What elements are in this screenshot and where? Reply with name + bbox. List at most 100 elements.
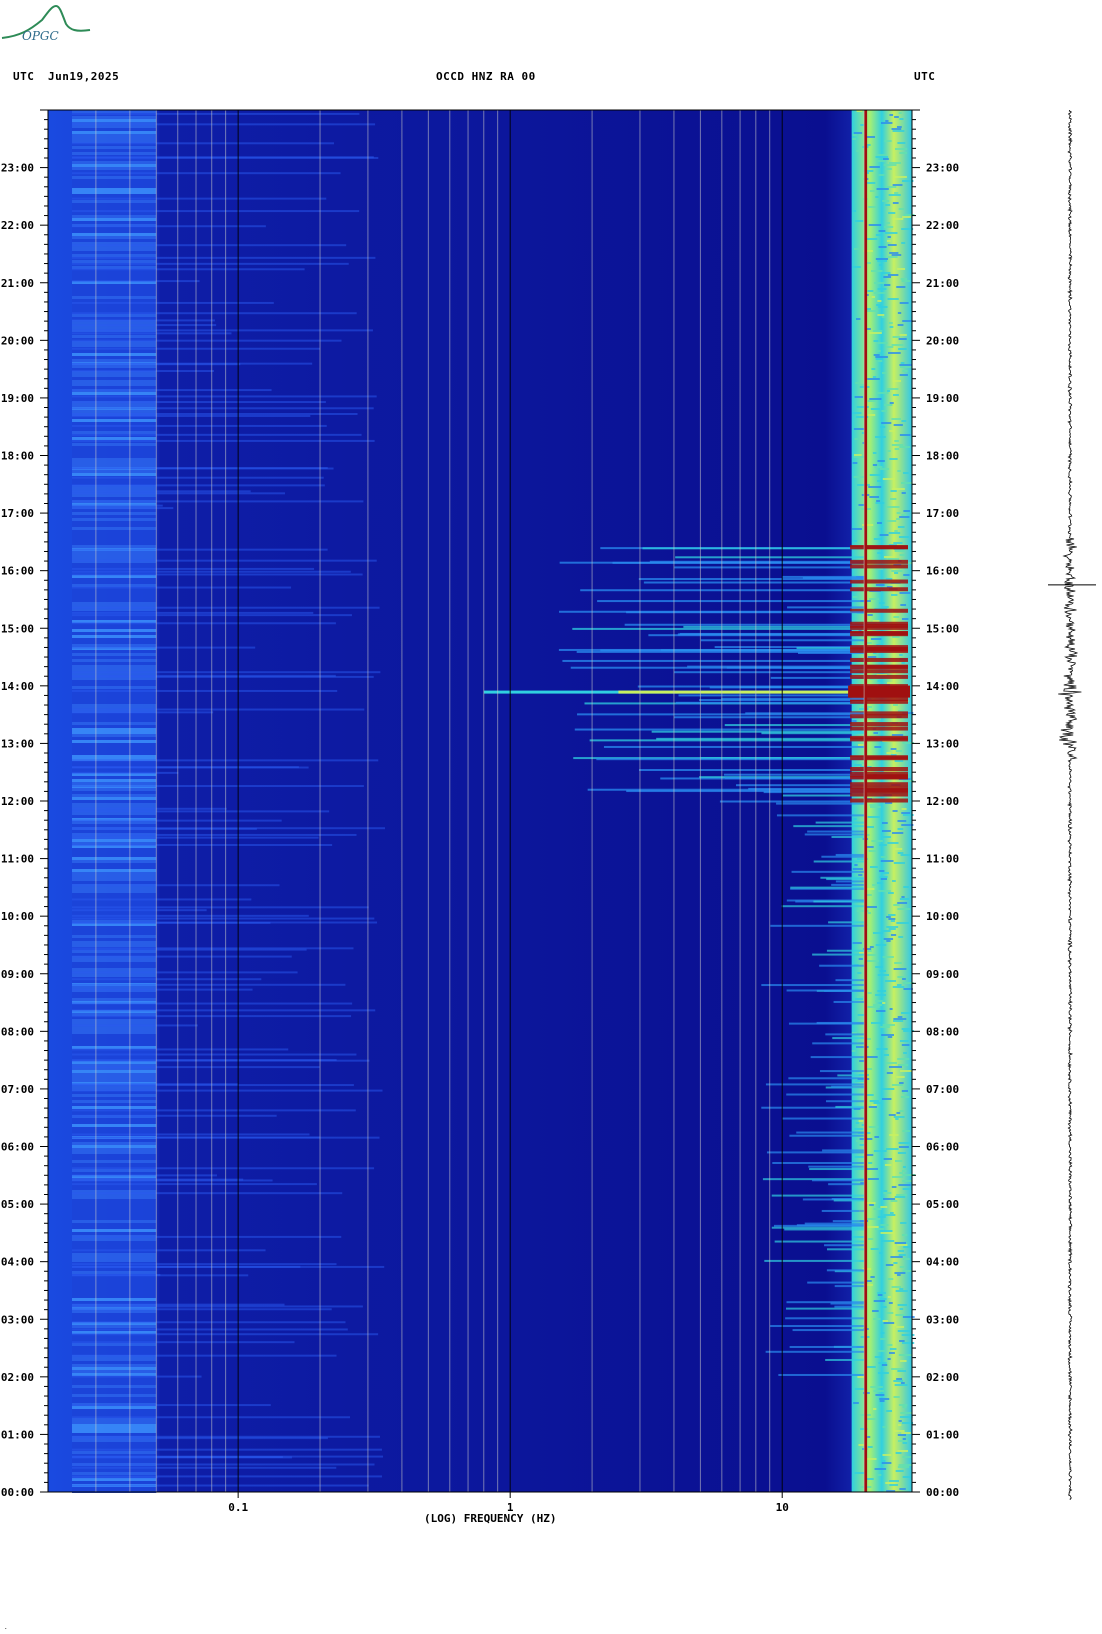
event-streak [570, 666, 865, 669]
low-freq-band [72, 353, 157, 356]
hf-noise [873, 1300, 886, 1302]
y-tick-label-left: 05:00 [1, 1198, 34, 1211]
hf-streak [834, 1285, 865, 1288]
hf-noise [891, 1084, 903, 1086]
hf-noise [865, 906, 877, 908]
low-freq-band [72, 212, 157, 215]
hf-noise [864, 826, 874, 828]
low-freq-band [72, 296, 157, 299]
hf-noise [867, 378, 880, 380]
hf-noise [855, 1080, 866, 1082]
noise-streak [72, 689, 338, 692]
hf-noise [896, 1112, 901, 1114]
noise-streak [72, 1375, 202, 1378]
hf-noise [902, 370, 908, 372]
noise-streak [72, 646, 256, 649]
noise-streak [72, 844, 333, 847]
low-freq-band [72, 707, 157, 710]
low-freq-band [72, 1385, 157, 1388]
hf-noise [859, 952, 865, 954]
hf-streak [796, 1224, 865, 1227]
low-freq-band [72, 248, 157, 251]
low-freq-band [72, 527, 157, 530]
hf-streak [786, 989, 865, 992]
event-hot-spot [850, 775, 908, 780]
low-freq-band [72, 317, 157, 320]
hf-streak [789, 1345, 865, 1348]
low-freq-band [72, 1226, 157, 1229]
y-tick-label-left: 07:00 [1, 1083, 34, 1096]
hf-noise [870, 1248, 879, 1250]
low-freq-band [72, 392, 157, 395]
hf-noise [897, 1434, 907, 1436]
low-freq-band [72, 1025, 157, 1028]
hf-noise [879, 534, 889, 536]
low-freq-band [72, 986, 157, 989]
hf-noise [891, 128, 902, 130]
noise-streak [72, 622, 336, 625]
hf-noise [869, 598, 880, 600]
low-freq-band [72, 131, 157, 134]
noise-streak [72, 256, 376, 259]
low-freq-band [72, 410, 157, 413]
hf-noise [901, 482, 913, 484]
low-freq-band [72, 1076, 157, 1079]
low-freq-band [72, 638, 157, 641]
hf-streak [804, 833, 865, 836]
low-freq-band [72, 1091, 157, 1094]
hf-noise [854, 1128, 864, 1130]
hf-noise [886, 506, 900, 508]
y-tick-label-left: 15:00 [1, 622, 34, 635]
y-tick-label-right: 20:00 [926, 334, 959, 347]
noise-streak [72, 1179, 273, 1182]
noise-streak [72, 1059, 370, 1062]
low-freq-band [72, 464, 157, 467]
y-tick-label-left: 22:00 [1, 219, 34, 232]
hf-noise [899, 1308, 904, 1310]
hf-noise [852, 818, 857, 820]
hf-noise [884, 404, 893, 406]
event-streak [699, 699, 865, 702]
low-freq-band [72, 797, 157, 800]
low-freq-band [72, 938, 157, 941]
event-hot-spot [850, 798, 908, 803]
low-freq-band [72, 1037, 157, 1040]
noise-streak [72, 401, 326, 404]
noise-streak [72, 1174, 217, 1177]
hf-noise [888, 544, 897, 546]
hf-noise [853, 1108, 861, 1110]
low-freq-band [72, 749, 157, 752]
hf-noise [899, 1288, 904, 1290]
hf-noise [902, 1456, 912, 1458]
hf-noise [878, 306, 888, 308]
hf-noise [869, 804, 878, 806]
hf-noise [902, 1438, 906, 1440]
event-hot-spot [850, 608, 908, 613]
event-streak [723, 773, 865, 776]
hf-noise [898, 536, 910, 538]
low-freq-band [72, 1382, 157, 1385]
low-freq-band [72, 1250, 157, 1253]
hf-noise [888, 1352, 895, 1354]
hf-streak [792, 1329, 865, 1332]
low-freq-band [72, 233, 157, 236]
hf-noise [885, 120, 889, 122]
hf-noise [881, 1034, 894, 1036]
low-freq-band [72, 125, 157, 128]
low-freq-band [72, 578, 157, 581]
event-hot-spot [850, 647, 908, 652]
y-tick-label-left: 00:00 [1, 1486, 34, 1499]
hf-noise [899, 334, 907, 336]
noise-streak [72, 1249, 266, 1252]
low-freq-band [72, 788, 157, 791]
hf-noise [881, 316, 886, 318]
hf-noise [888, 914, 896, 916]
hf-noise [877, 882, 883, 884]
hf-noise [875, 994, 886, 996]
low-freq-band [72, 158, 157, 161]
hf-noise [891, 1176, 904, 1178]
noise-streak [72, 611, 314, 614]
hf-noise [889, 114, 894, 116]
hf-noise [851, 528, 863, 530]
low-freq-band [72, 1364, 157, 1367]
